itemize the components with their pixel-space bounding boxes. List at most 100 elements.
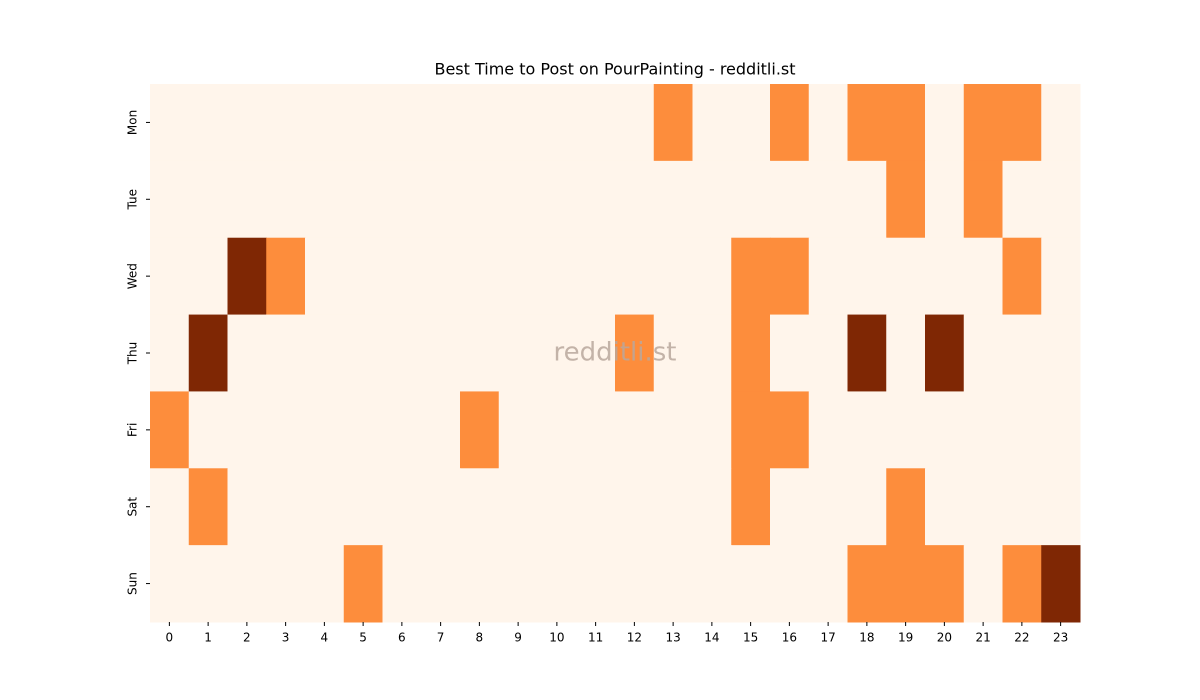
heatmap-cell: [1002, 84, 1042, 162]
heatmap-cell: [537, 468, 577, 546]
heatmap-cell: [460, 545, 500, 623]
heatmap-cell: [150, 84, 190, 162]
heatmap-cell: [1041, 237, 1081, 316]
heatmap-cell: [150, 468, 190, 546]
heatmap-cell: [266, 160, 306, 239]
heatmap-cell: [692, 545, 732, 623]
x-tick-label: 17: [820, 631, 835, 645]
heatmap-cell: [421, 314, 461, 392]
heatmap-cell: [266, 391, 306, 469]
heatmap-cell: [266, 237, 306, 316]
heatmap-cell: [615, 237, 655, 316]
x-tick-label: 11: [588, 631, 603, 645]
x-tick-label: 5: [359, 631, 367, 645]
heatmap-cell: [498, 545, 538, 623]
heatmap-cell: [963, 468, 1003, 546]
heatmap-cell: [188, 314, 228, 392]
y-tick-label: Wed: [126, 263, 140, 289]
x-tick-label: 10: [549, 631, 564, 645]
heatmap-cell: [537, 314, 577, 392]
x-tick-label: 2: [243, 631, 251, 645]
heatmap-cell: [537, 391, 577, 469]
x-tick-label: 18: [859, 631, 874, 645]
heatmap-cell: [460, 468, 500, 546]
heatmap-cell: [847, 545, 887, 623]
heatmap-cell: [576, 160, 616, 239]
x-tick-label: 1: [204, 631, 212, 645]
heatmap-cell: [886, 84, 926, 162]
heatmap-cell: [615, 391, 655, 469]
heatmap-cell: [576, 314, 616, 392]
heatmap-cell: [498, 314, 538, 392]
heatmap-cell: [731, 468, 771, 546]
heatmap-cell: [963, 391, 1003, 469]
x-tick-label: 14: [704, 631, 719, 645]
heatmap-cell: [150, 314, 190, 392]
heatmap-cell: [1002, 468, 1042, 546]
heatmap-cell: [1041, 545, 1081, 623]
x-tick-label: 12: [627, 631, 642, 645]
heatmap-cell: [305, 545, 345, 623]
heatmap-cell: [1041, 84, 1081, 162]
heatmap-cell: [576, 391, 616, 469]
heatmap-cell: [382, 468, 422, 546]
heatmap-cell: [692, 314, 732, 392]
heatmap-cell: [886, 391, 926, 469]
heatmap-cell: [498, 391, 538, 469]
heatmap-cell: [576, 468, 616, 546]
heatmap-cell: [498, 84, 538, 162]
heatmap-cell: [692, 84, 732, 162]
heatmap-cell: [305, 468, 345, 546]
heatmap-cell: [886, 160, 926, 239]
heatmap-cell: [576, 545, 616, 623]
heatmap-cell: [150, 391, 190, 469]
heatmap-cell: [460, 314, 500, 392]
heatmap-cell: [653, 468, 693, 546]
x-tick-label: 8: [476, 631, 484, 645]
heatmap-cell: [731, 391, 771, 469]
heatmap-cell: [731, 160, 771, 239]
heatmap-cell: [653, 160, 693, 239]
heatmap-cell: [1002, 237, 1042, 316]
heatmap-cell: [770, 160, 810, 239]
heatmap-cell: [537, 160, 577, 239]
y-tick-label: Mon: [126, 110, 140, 135]
heatmap-cell: [343, 314, 383, 392]
heatmap-cell: [498, 160, 538, 239]
heatmap-cell: [1002, 314, 1042, 392]
heatmap-cell: [227, 391, 267, 469]
heatmap-cell: [1002, 160, 1042, 239]
heatmap-cell: [847, 84, 887, 162]
heatmap-cell: [847, 237, 887, 316]
heatmap-cell: [537, 545, 577, 623]
heatmap-cell: [692, 468, 732, 546]
heatmap-cell: [963, 314, 1003, 392]
heatmap-cell: [653, 237, 693, 316]
heatmap-cell: [692, 391, 732, 469]
heatmap-cell: [421, 468, 461, 546]
chart-title: Best Time to Post on PourPainting - redd…: [434, 60, 795, 79]
heatmap-cell: [343, 84, 383, 162]
x-tick-label: 16: [782, 631, 797, 645]
heatmap-cell: [188, 84, 228, 162]
heatmap-cell: [1002, 391, 1042, 469]
heatmap-cell: [770, 237, 810, 316]
heatmap-cell: [421, 160, 461, 239]
heatmap-cell: [188, 545, 228, 623]
x-tick-label: 15: [743, 631, 758, 645]
y-tick-label: Sun: [126, 572, 140, 595]
heatmap-cell: [343, 468, 383, 546]
heatmap-cell: [343, 545, 383, 623]
heatmap-cell: [305, 160, 345, 239]
heatmap-cell: [847, 314, 887, 392]
heatmap-cell: [227, 160, 267, 239]
heatmap-cell: [421, 391, 461, 469]
heatmap-cell: [150, 545, 190, 623]
heatmap-cell: [653, 84, 693, 162]
heatmap-cell: [537, 237, 577, 316]
heatmap-cell: [847, 160, 887, 239]
heatmap-cell: [1002, 545, 1042, 623]
heatmap-cell: [808, 160, 848, 239]
heatmap-cell: [886, 545, 926, 623]
